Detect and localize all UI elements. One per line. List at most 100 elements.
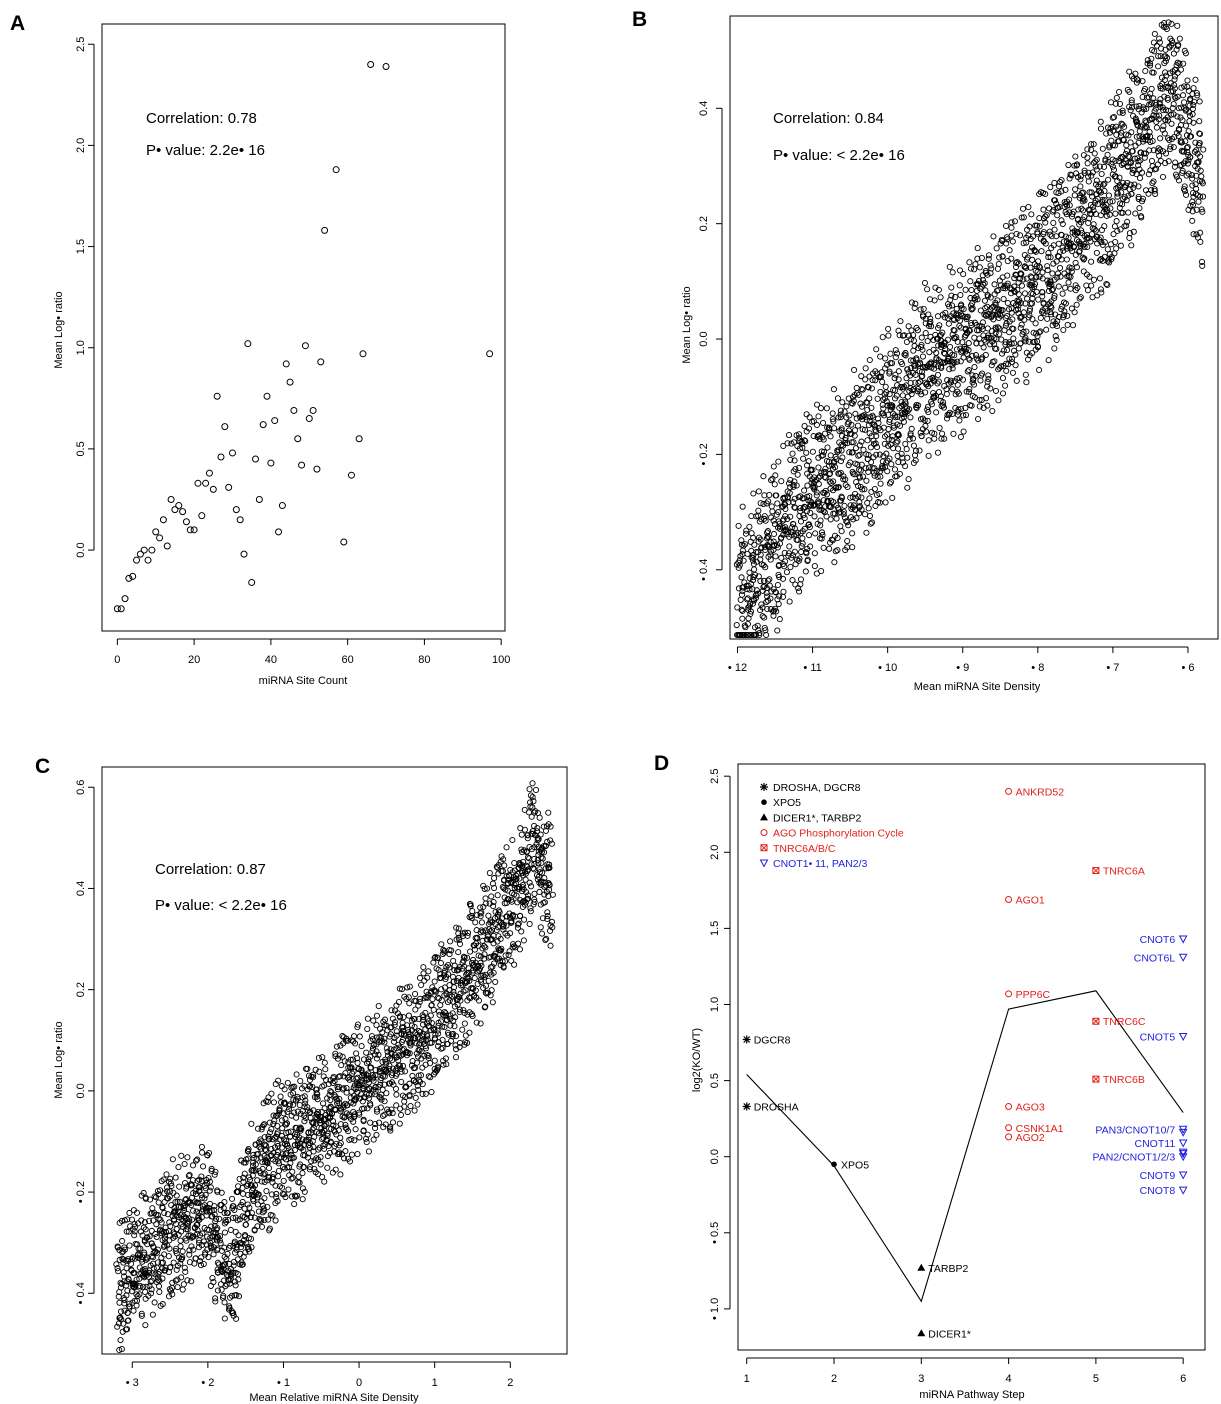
data-point bbox=[791, 548, 798, 555]
data-point bbox=[889, 360, 896, 367]
data-point bbox=[1035, 296, 1042, 303]
data-point bbox=[167, 495, 175, 503]
data-point bbox=[781, 494, 788, 501]
data-point bbox=[898, 450, 905, 457]
data-point bbox=[152, 528, 160, 536]
data-point bbox=[905, 332, 913, 339]
data-point bbox=[793, 482, 800, 489]
data-point bbox=[744, 595, 751, 602]
panel-d-y-tick-label: 2.5 bbox=[709, 769, 721, 784]
data-point bbox=[845, 522, 852, 529]
data-point bbox=[332, 166, 340, 174]
legend-marker bbox=[760, 783, 768, 791]
data-point bbox=[886, 455, 893, 462]
data-point bbox=[768, 477, 775, 484]
data-point bbox=[773, 492, 780, 499]
data-point bbox=[956, 282, 963, 289]
data-point bbox=[1084, 243, 1091, 251]
data-point bbox=[859, 486, 866, 493]
data-point bbox=[1110, 114, 1118, 121]
data-point bbox=[991, 281, 998, 288]
data-point bbox=[826, 470, 834, 477]
data-point bbox=[922, 389, 929, 396]
panel-d-x-tick-label: 6 bbox=[1180, 1373, 1186, 1385]
data-point bbox=[1031, 280, 1039, 287]
data-point bbox=[996, 254, 1003, 261]
data-point bbox=[1108, 256, 1115, 263]
data-point bbox=[1088, 258, 1095, 265]
data-point bbox=[917, 359, 924, 366]
data-point bbox=[805, 521, 813, 528]
data-point bbox=[918, 334, 925, 341]
data-point bbox=[834, 395, 841, 402]
data-point bbox=[867, 444, 874, 451]
data-point bbox=[1029, 349, 1036, 357]
data-point bbox=[820, 448, 827, 455]
data-point bbox=[1081, 255, 1088, 262]
data-point bbox=[1012, 351, 1019, 358]
data-point bbox=[739, 503, 746, 510]
panel-b-y-tick-label: • 0.4 bbox=[698, 559, 710, 581]
data-point bbox=[809, 448, 816, 455]
data-point bbox=[1034, 343, 1042, 350]
data-point bbox=[267, 459, 275, 467]
data-point bbox=[757, 577, 764, 585]
data-point bbox=[854, 482, 862, 489]
panel-b-x-tick-label: • 10 bbox=[878, 662, 897, 674]
data-point bbox=[851, 427, 859, 434]
data-point bbox=[973, 293, 980, 300]
data-point bbox=[1003, 367, 1010, 374]
data-point bbox=[1088, 146, 1095, 153]
data-point bbox=[909, 435, 917, 442]
data-point bbox=[744, 620, 751, 628]
data-point bbox=[835, 447, 842, 454]
data-point bbox=[903, 338, 910, 346]
data-point bbox=[934, 363, 942, 370]
data-point bbox=[811, 563, 818, 570]
data-point bbox=[240, 550, 248, 558]
data-point bbox=[1104, 124, 1112, 131]
data-point bbox=[882, 365, 889, 372]
data-point bbox=[823, 513, 830, 520]
data-point bbox=[975, 415, 982, 423]
data-point bbox=[780, 575, 787, 582]
data-point bbox=[744, 550, 751, 557]
data-point bbox=[957, 433, 964, 440]
data-point bbox=[968, 286, 975, 294]
data-point bbox=[858, 494, 865, 501]
data-point bbox=[770, 612, 777, 619]
data-point bbox=[885, 426, 892, 433]
data-point bbox=[895, 430, 902, 438]
data-point bbox=[1101, 239, 1108, 246]
data-point bbox=[737, 596, 744, 603]
data-point bbox=[1051, 345, 1058, 352]
data-point bbox=[924, 338, 931, 345]
data-point bbox=[1003, 240, 1010, 247]
data-point bbox=[1084, 154, 1091, 161]
data-point bbox=[355, 435, 363, 443]
data-point bbox=[950, 359, 957, 366]
data-point bbox=[905, 476, 912, 483]
data-point bbox=[1040, 206, 1047, 213]
data-point bbox=[956, 374, 963, 381]
data-point bbox=[774, 500, 781, 507]
data-point bbox=[1049, 287, 1056, 294]
data-point bbox=[1058, 306, 1065, 313]
data-point bbox=[843, 403, 850, 410]
data-point bbox=[813, 421, 820, 429]
data-point bbox=[766, 576, 773, 583]
panel-label-a: A bbox=[10, 12, 25, 35]
data-point bbox=[1103, 212, 1110, 219]
data-point bbox=[1020, 276, 1027, 283]
data-point bbox=[801, 437, 808, 444]
data-point bbox=[751, 566, 758, 573]
data-point bbox=[835, 483, 842, 491]
data-point bbox=[882, 395, 889, 402]
data-point bbox=[904, 408, 911, 415]
data-point bbox=[755, 590, 762, 597]
data-point bbox=[738, 574, 745, 581]
panel-d-y-tick-label: 0.5 bbox=[709, 1073, 721, 1088]
data-point bbox=[880, 412, 888, 419]
data-point bbox=[738, 537, 745, 544]
data-point bbox=[1112, 100, 1119, 107]
